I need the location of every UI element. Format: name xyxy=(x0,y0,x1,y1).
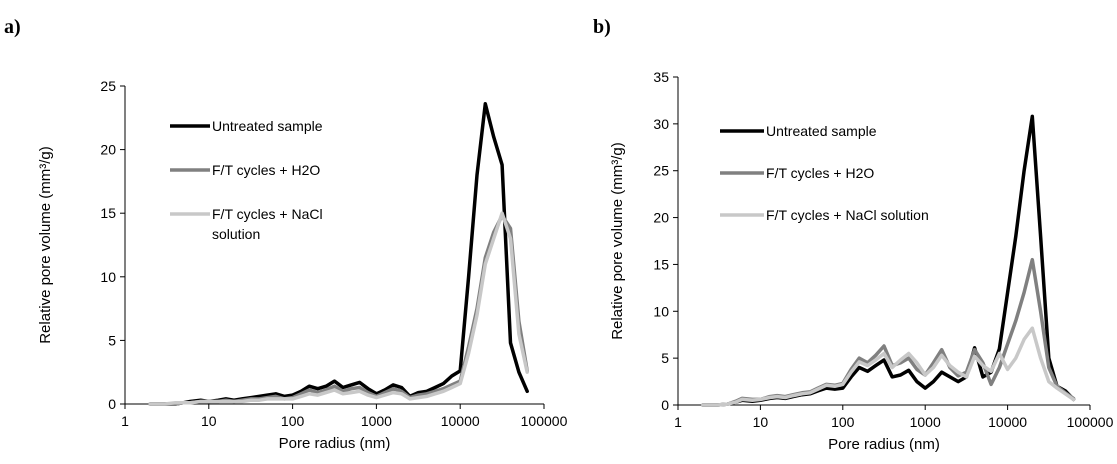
legend-label-3: F/T cycles + NaCl solution xyxy=(212,206,323,242)
y-tick-label: 5 xyxy=(108,332,116,348)
y-axis-label: Relative pore volume (mm³/g) xyxy=(609,142,626,340)
x-tick-label: 10 xyxy=(753,414,769,430)
x-tick-label: 100 xyxy=(281,413,305,429)
x-tick-label: 1000 xyxy=(910,414,941,430)
y-tick-label: 5 xyxy=(661,350,669,366)
y-tick-label: 20 xyxy=(100,142,116,158)
x-tick-label: 100 xyxy=(831,414,855,430)
y-tick-label: 15 xyxy=(653,256,669,272)
series-line-3 xyxy=(701,326,1076,407)
chart-a: 0 5 10 15 20 25 1 10 100 1000 10000 100000 Pore radi… xyxy=(37,78,568,452)
legend-label-3: F/T cycles + NaCl solution xyxy=(766,207,929,223)
y-tick-label: 30 xyxy=(653,116,669,132)
y-tick-label: 0 xyxy=(108,396,116,412)
x-tick-label: 100000 xyxy=(1067,414,1114,430)
chart-b: 0 5 10 15 20 25 30 35 1 10 100 1000 10000 100000 Pore … xyxy=(609,69,1114,453)
panel-a-label: a) xyxy=(4,16,21,38)
x-axis-label: Pore radius (nm) xyxy=(828,436,940,453)
series-line-3 xyxy=(148,211,529,406)
x-tick-label: 10 xyxy=(201,413,217,429)
x-tick-label: 1 xyxy=(121,413,129,429)
y-tick-label: 10 xyxy=(653,303,669,319)
y-axis-label: Relative pore volume (mm³/g) xyxy=(37,146,54,344)
y-tick-label: 25 xyxy=(100,78,116,94)
legend-label-2: F/T cycles + H2O xyxy=(766,165,874,181)
y-tick-label: 0 xyxy=(661,397,669,413)
y-tick-label: 15 xyxy=(100,205,116,221)
legend-label-1: Untreated sample xyxy=(766,123,877,139)
y-tick-label: 35 xyxy=(653,69,669,85)
series-line-1 xyxy=(148,102,529,406)
y-tick-label: 10 xyxy=(100,269,116,285)
y-tick-label: 20 xyxy=(653,210,669,226)
y-tick-label: 25 xyxy=(653,163,669,179)
legend-label-1: Untreated sample xyxy=(212,118,323,134)
x-tick-label: 100000 xyxy=(521,413,568,429)
series-line-2 xyxy=(701,257,1076,407)
x-axis-label: Pore radius (nm) xyxy=(279,435,391,452)
x-tick-label: 1 xyxy=(674,414,682,430)
x-tick-label: 1000 xyxy=(361,413,392,429)
panel-b-label: b) xyxy=(593,16,611,38)
x-tick-label: 10000 xyxy=(441,413,480,429)
x-tick-label: 10000 xyxy=(988,414,1027,430)
legend-label-2: F/T cycles + H2O xyxy=(212,162,320,178)
